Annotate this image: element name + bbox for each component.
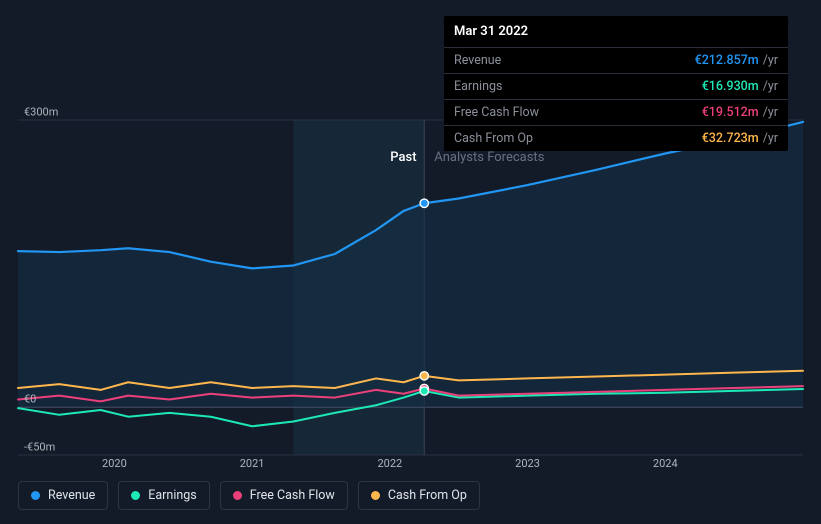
- x-tick-label: 2024: [653, 457, 678, 470]
- legend: Revenue Earnings Free Cash Flow Cash From O…: [18, 481, 480, 510]
- legend-dot: [233, 491, 242, 500]
- y-tick-label: -€50m: [24, 441, 55, 454]
- tooltip-metric-unit: /yr: [763, 131, 778, 146]
- tooltip-row: Free Cash Flow€19.512m/yr: [444, 99, 788, 125]
- tooltip-metric-label: Revenue: [454, 53, 695, 68]
- tooltip-metric-value: €212.857m: [695, 53, 759, 68]
- past-label: Past: [390, 150, 416, 165]
- forecast-label: Analysts Forecasts: [434, 150, 544, 165]
- tooltip-metric-value: €16.930m: [702, 79, 759, 94]
- x-tick-label: 2022: [377, 457, 402, 470]
- plot-area[interactable]: Past Analysts Forecasts: [18, 120, 803, 455]
- tooltip-metric-value: €32.723m: [702, 131, 759, 146]
- y-tick-label: €0: [24, 393, 36, 406]
- legend-dot: [371, 491, 380, 500]
- tooltip-row: Earnings€16.930m/yr: [444, 73, 788, 99]
- legend-label: Earnings: [148, 488, 196, 503]
- tooltip-row: Cash From Op€32.723m/yr: [444, 125, 788, 151]
- legend-dot: [31, 491, 40, 500]
- chart-tooltip: Mar 31 2022 Revenue€212.857m/yrEarnings€…: [444, 16, 788, 151]
- tooltip-date: Mar 31 2022: [444, 16, 788, 48]
- x-tick-label: 2021: [240, 457, 265, 470]
- legend-dot: [131, 491, 140, 500]
- y-tick-label: €300m: [24, 106, 58, 119]
- tooltip-metric-value: €19.512m: [702, 105, 759, 120]
- tooltip-metric-unit: /yr: [763, 105, 778, 120]
- x-tick-label: 2023: [515, 457, 540, 470]
- chart-svg: [18, 120, 803, 455]
- tooltip-row: Revenue€212.857m/yr: [444, 48, 788, 73]
- tooltip-metric-unit: /yr: [763, 53, 778, 68]
- legend-label: Revenue: [48, 488, 95, 503]
- legend-item[interactable]: Free Cash Flow: [220, 481, 348, 510]
- legend-item[interactable]: Earnings: [118, 481, 209, 510]
- legend-label: Free Cash Flow: [250, 488, 335, 503]
- tooltip-rows: Revenue€212.857m/yrEarnings€16.930m/yrFr…: [444, 48, 788, 151]
- financial-chart: Mar 31 2022 Revenue€212.857m/yrEarnings€…: [0, 0, 821, 524]
- legend-item[interactable]: Cash From Op: [358, 481, 480, 510]
- x-tick-label: 2020: [102, 457, 127, 470]
- tooltip-metric-unit: /yr: [763, 79, 778, 94]
- tooltip-metric-label: Free Cash Flow: [454, 105, 702, 120]
- tooltip-metric-label: Cash From Op: [454, 131, 702, 146]
- legend-label: Cash From Op: [388, 488, 467, 503]
- legend-item[interactable]: Revenue: [18, 481, 108, 510]
- tooltip-metric-label: Earnings: [454, 79, 702, 94]
